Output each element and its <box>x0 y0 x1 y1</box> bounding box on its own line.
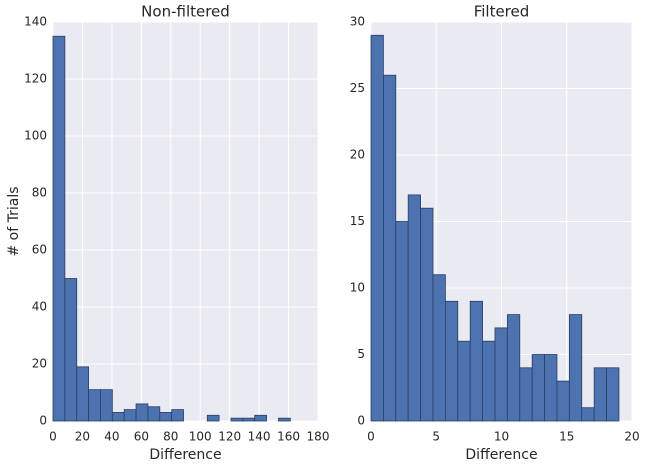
x-tick-label: 15 <box>559 430 574 444</box>
bar <box>420 207 434 422</box>
y-tick-label: 60 <box>32 243 47 257</box>
x-tick-label: 100 <box>189 430 212 444</box>
bar <box>494 327 508 422</box>
x-tick-label: 10 <box>494 430 509 444</box>
x-tick-label: 160 <box>277 430 300 444</box>
bar <box>593 367 607 422</box>
chart-title: Non-filtered <box>141 3 230 21</box>
bar <box>278 417 291 422</box>
bar <box>159 412 173 422</box>
plot-area <box>53 22 318 421</box>
y-tick-label: 40 <box>32 300 47 314</box>
bar <box>111 412 125 422</box>
x-tick-label: 60 <box>134 430 149 444</box>
bar <box>606 367 620 422</box>
chart-title: Filtered <box>474 3 530 21</box>
y-tick-label: 20 <box>32 357 47 371</box>
bar <box>123 409 137 422</box>
y-tick-label: 20 <box>350 148 365 162</box>
bar <box>171 409 184 422</box>
bar <box>395 221 409 422</box>
bar <box>506 314 521 422</box>
y-tick-label: 30 <box>350 15 365 29</box>
bar <box>88 389 101 422</box>
bar <box>147 406 161 422</box>
y-tick-label: 120 <box>24 72 47 86</box>
y-tick-label: 80 <box>32 186 47 200</box>
y-tick-label: 0 <box>39 414 47 428</box>
bar <box>382 74 397 422</box>
bar <box>407 194 421 422</box>
x-tick-label: 0 <box>49 430 57 444</box>
bar <box>230 417 244 422</box>
y-axis-label: # of Trials <box>6 186 22 256</box>
y-tick-label: 0 <box>357 414 365 428</box>
bar <box>568 314 583 422</box>
x-tick-label: 40 <box>104 430 119 444</box>
x-tick-label: 80 <box>163 430 178 444</box>
bar <box>206 414 220 422</box>
x-axis-label: Difference <box>149 447 221 463</box>
x-tick-label: 180 <box>307 430 330 444</box>
bar <box>135 403 149 422</box>
bar <box>254 414 267 422</box>
bar <box>100 389 113 422</box>
x-tick-label: 20 <box>624 430 639 444</box>
bar <box>519 367 533 422</box>
bar <box>531 354 545 422</box>
bar <box>64 278 78 422</box>
bar <box>457 340 471 422</box>
bar <box>444 300 459 422</box>
bar <box>482 340 496 422</box>
x-tick-label: 5 <box>432 430 440 444</box>
y-tick-label: 15 <box>350 214 365 228</box>
x-tick-label: 20 <box>75 430 90 444</box>
x-tick-label: 0 <box>367 430 375 444</box>
bar <box>52 35 66 422</box>
bar <box>76 366 89 422</box>
x-tick-label: 120 <box>218 430 241 444</box>
y-tick-label: 10 <box>350 281 365 295</box>
bar <box>432 274 446 422</box>
y-tick-label: 140 <box>24 15 47 29</box>
y-tick-label: 5 <box>357 347 365 361</box>
bar <box>581 407 595 422</box>
bar <box>242 417 256 422</box>
x-axis-label: Difference <box>465 447 537 463</box>
bar <box>556 380 570 422</box>
y-tick-label: 25 <box>350 81 365 95</box>
x-tick-label: 140 <box>248 430 271 444</box>
bar <box>370 34 384 422</box>
y-tick-label: 100 <box>24 129 47 143</box>
bar <box>544 354 558 422</box>
bar <box>469 300 483 422</box>
